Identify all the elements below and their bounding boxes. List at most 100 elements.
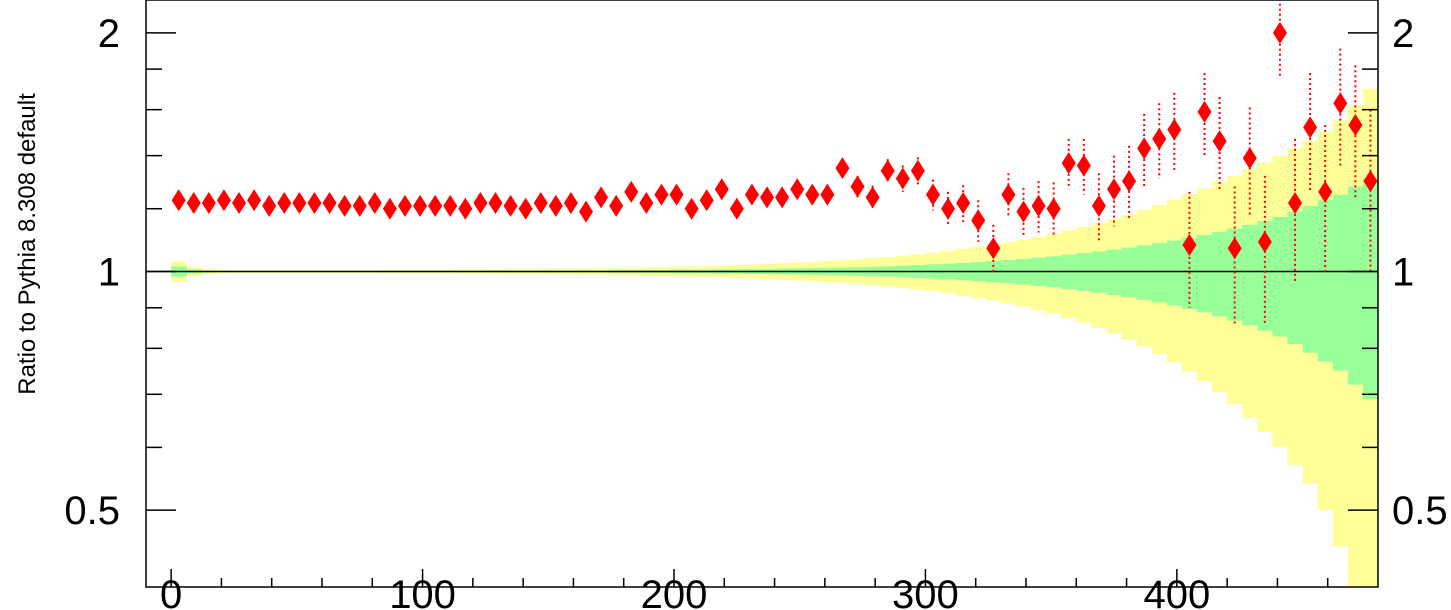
data-point — [744, 183, 759, 206]
data-point — [1182, 233, 1197, 256]
x-axis-tick-labels: 0 100 200 300 400 — [160, 573, 1210, 610]
band-inner-bin — [1196, 234, 1213, 313]
plot-frame — [145, 0, 1379, 588]
data-point — [669, 183, 684, 206]
data-point — [624, 180, 639, 203]
data-point — [699, 189, 714, 212]
band-inner-bin — [1317, 200, 1334, 362]
data-point — [925, 183, 940, 206]
x-axis-ticks — [170, 569, 1329, 587]
data-point — [1061, 152, 1076, 175]
data-point — [1242, 147, 1257, 170]
data-point — [277, 192, 292, 215]
data-point — [488, 192, 503, 215]
band-inner-bin — [1242, 224, 1258, 326]
data-point — [714, 178, 729, 201]
x-tick-label: 200 — [641, 573, 708, 610]
data-point — [518, 197, 533, 220]
band-inner-bin — [1121, 247, 1138, 298]
data-point — [292, 192, 307, 215]
data-point — [171, 189, 186, 212]
y-axis-ticks — [146, 32, 1378, 511]
data-point — [865, 186, 880, 209]
data-markers — [171, 21, 1378, 260]
data-point — [820, 183, 835, 206]
data-point — [880, 159, 895, 182]
data-point — [367, 192, 382, 215]
data-point — [473, 192, 488, 215]
y-axis-tick-labels-left: 0.5 1 2 — [64, 12, 120, 533]
data-point — [1333, 92, 1348, 115]
band-inner-bin — [1136, 245, 1153, 300]
data-point — [1122, 170, 1137, 193]
data-point — [579, 200, 593, 223]
data-point — [262, 194, 277, 217]
data-point — [548, 194, 563, 217]
data-point — [729, 197, 744, 220]
data-point — [1137, 137, 1152, 160]
y-tick-label-right: 0.5 — [1392, 489, 1448, 533]
x-tick-label: 100 — [389, 573, 456, 610]
y-tick-label-left: 0.5 — [64, 489, 120, 533]
data-point — [232, 192, 247, 215]
band-inner-bin — [1257, 220, 1273, 331]
band-inner-bin — [1302, 205, 1319, 353]
data-point — [1318, 180, 1333, 203]
data-point — [805, 183, 820, 206]
data-point — [216, 189, 231, 212]
data-point — [790, 178, 805, 201]
band-inner-bin — [1332, 194, 1349, 371]
data-point — [1288, 192, 1303, 215]
band-inner-bin — [1151, 243, 1168, 303]
data-point — [986, 237, 1001, 260]
data-point — [1046, 197, 1061, 220]
band-inner-bin — [1362, 178, 1379, 400]
data-point — [1091, 194, 1106, 217]
data-point — [307, 192, 322, 215]
band-inner-bin — [1272, 216, 1289, 337]
data-point — [654, 183, 669, 206]
data-point — [1016, 200, 1031, 223]
data-point — [322, 192, 337, 215]
data-point — [1001, 183, 1016, 206]
data-point — [1303, 116, 1318, 139]
data-point — [760, 186, 775, 209]
data-point — [1152, 127, 1167, 150]
data-point — [971, 209, 986, 232]
data-point — [639, 192, 654, 215]
data-point — [201, 192, 216, 215]
data-point — [533, 192, 548, 215]
data-point — [382, 197, 397, 220]
data-point — [1348, 114, 1363, 137]
y-tick-label-right: 1 — [1392, 250, 1414, 294]
data-point — [835, 157, 850, 180]
data-point — [1257, 230, 1272, 253]
data-point — [910, 159, 925, 182]
data-point — [397, 194, 412, 217]
band-inner-bin — [1287, 211, 1304, 345]
data-point — [609, 194, 624, 217]
data-point — [684, 197, 699, 220]
data-point — [428, 194, 443, 217]
data-point — [775, 186, 790, 209]
data-point — [186, 192, 201, 215]
data-point — [458, 197, 473, 220]
data-point — [850, 175, 865, 198]
data-point — [413, 194, 428, 217]
band-inner-bin — [1347, 186, 1364, 385]
data-point — [1212, 130, 1227, 153]
x-tick-label: 0 — [160, 573, 182, 610]
data-point — [1227, 237, 1242, 260]
uncertainty-band-outer — [171, 88, 1379, 587]
band-inner-bin — [1166, 240, 1183, 306]
data-point — [594, 186, 609, 209]
data-point — [443, 194, 458, 217]
y-axis-tick-labels-right: 0.5 1 2 — [1392, 12, 1448, 533]
data-point — [1197, 100, 1212, 123]
x-tick-label: 400 — [1143, 573, 1210, 610]
data-point — [941, 197, 956, 220]
y-tick-label-left: 1 — [98, 250, 120, 294]
data-point — [1167, 118, 1182, 141]
data-point — [503, 194, 518, 217]
